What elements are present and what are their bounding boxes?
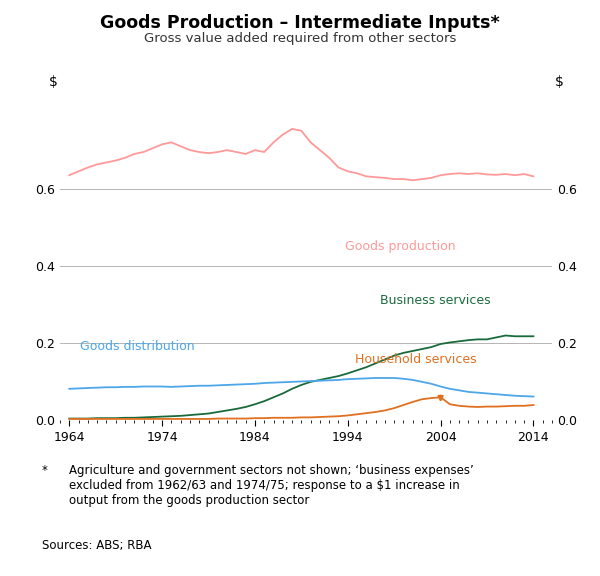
- Text: Business services: Business services: [380, 294, 490, 307]
- Text: *: *: [42, 464, 48, 477]
- Text: Household services: Household services: [355, 353, 477, 366]
- Text: $: $: [49, 75, 58, 89]
- Text: Agriculture and government sectors not shown; ‘business expenses’
excluded from : Agriculture and government sectors not s…: [69, 464, 474, 507]
- Text: Goods production: Goods production: [346, 240, 456, 253]
- Text: Goods Production – Intermediate Inputs*: Goods Production – Intermediate Inputs*: [100, 14, 500, 32]
- Text: Gross value added required from other sectors: Gross value added required from other se…: [144, 32, 456, 45]
- Text: $: $: [554, 75, 563, 89]
- Text: Sources: ABS; RBA: Sources: ABS; RBA: [42, 539, 151, 552]
- Text: Goods distribution: Goods distribution: [80, 340, 194, 353]
